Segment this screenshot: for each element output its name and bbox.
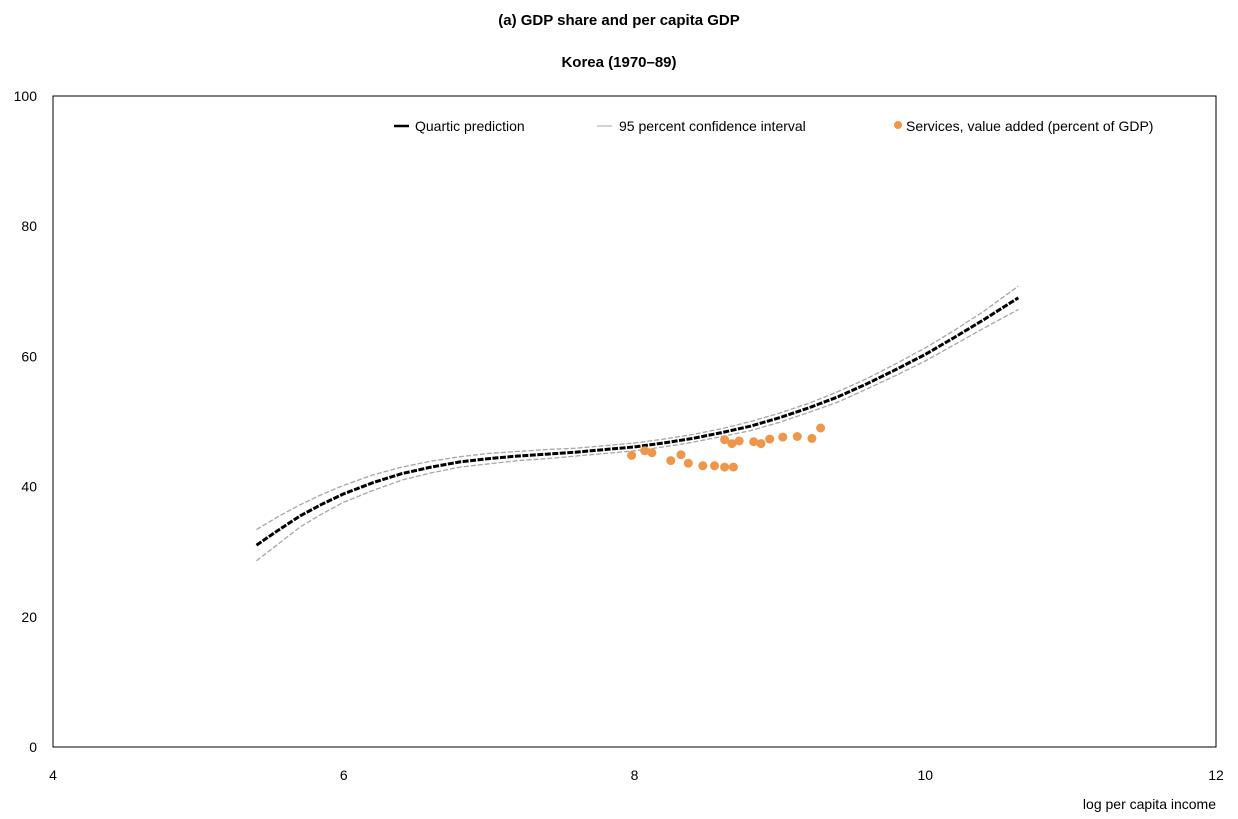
services-point: [676, 450, 686, 460]
services-point: [807, 433, 817, 443]
services-point: [728, 462, 738, 472]
services-point: [683, 458, 693, 468]
legend-label-quartic: Quartic prediction: [415, 118, 525, 134]
services-point: [720, 462, 730, 472]
services-point: [792, 432, 802, 441]
services-scatter-points: [627, 423, 826, 472]
services-point: [647, 448, 657, 458]
y-tick-label: 80: [21, 218, 37, 234]
services-point: [698, 461, 708, 471]
x-tick-label: 12: [1208, 767, 1224, 783]
quartic-prediction-line: [255, 296, 1020, 547]
y-tick-label: 20: [21, 609, 37, 625]
services-point: [727, 439, 737, 449]
services-point: [640, 446, 650, 456]
chart-subtitle: Korea (1970–89): [561, 54, 676, 71]
services-point: [778, 432, 788, 442]
y-tick-label: 100: [14, 88, 38, 104]
services-point: [710, 461, 719, 471]
confidence-interval-lines: [256, 285, 1019, 562]
legend-label-services: Services, value added (percent of GDP): [906, 118, 1153, 134]
ci-lower-line: [256, 308, 1019, 562]
x-axis: 4 6 8 10 12: [49, 767, 1224, 783]
chart-title: (a) GDP share and per capita GDP: [498, 12, 739, 29]
y-tick-label: 60: [21, 348, 37, 364]
services-point: [756, 439, 766, 449]
y-tick-label: 40: [21, 479, 37, 495]
x-axis-label: log per capita income: [1083, 796, 1216, 812]
x-tick-label: 4: [49, 767, 57, 783]
y-tick-label: 0: [29, 739, 37, 755]
services-point: [666, 456, 676, 466]
legend: Quartic prediction 95 percent confidence…: [394, 118, 1153, 134]
services-point: [816, 423, 826, 433]
services-point: [627, 450, 637, 460]
services-point: [749, 437, 759, 447]
ci-upper-line: [256, 285, 1019, 531]
legend-label-ci: 95 percent confidence interval: [619, 118, 806, 134]
legend-swatch-services: [894, 121, 902, 129]
x-tick-label: 6: [340, 767, 348, 783]
y-axis: 0 20 40 60 80 100: [14, 88, 38, 755]
services-point: [720, 435, 730, 445]
x-tick-label: 10: [917, 767, 933, 783]
services-point: [734, 436, 744, 446]
plot-area-frame: [52, 95, 1217, 748]
prediction-line: [255, 296, 1020, 547]
x-tick-label: 8: [631, 767, 639, 783]
services-point: [765, 434, 775, 444]
